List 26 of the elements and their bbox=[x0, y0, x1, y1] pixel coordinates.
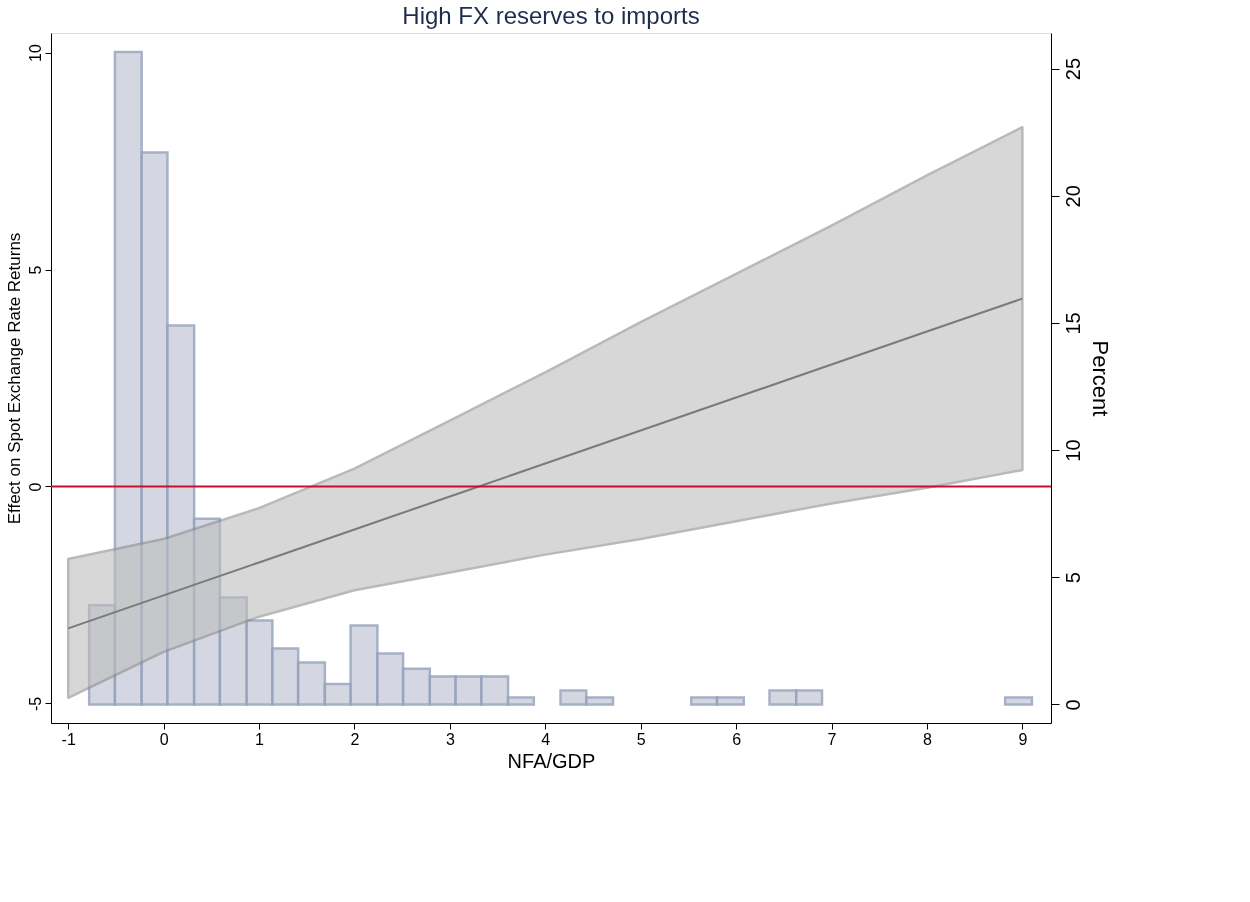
y2-axis-title: Percent bbox=[1087, 340, 1113, 417]
line-series bbox=[67, 297, 1024, 630]
x-axis-title: NFA/GDP bbox=[507, 749, 596, 772]
x-tick-label: 5 bbox=[636, 730, 646, 748]
y2-tick-label: 10 bbox=[1061, 439, 1084, 462]
x-tick-label: 4 bbox=[541, 730, 551, 748]
x-tick-label: 3 bbox=[445, 730, 455, 748]
x-tick-label: -1 bbox=[61, 730, 76, 748]
x-tick-label: 9 bbox=[1018, 730, 1028, 748]
y2-tick-label: 5 bbox=[1061, 572, 1084, 584]
y2-tick-label: 20 bbox=[1061, 185, 1084, 208]
chart-title: High FX reserves to imports bbox=[402, 2, 700, 29]
x-tick-label: 6 bbox=[732, 730, 742, 748]
x-tick-label: 8 bbox=[923, 730, 932, 748]
y2-tick-label: 25 bbox=[1061, 57, 1084, 81]
y-tick-label: -5 bbox=[26, 696, 44, 712]
x-tick-label: 7 bbox=[827, 730, 837, 748]
y-axis-title: Effect on Spot Exchange Rate Returns bbox=[4, 232, 24, 525]
x-tick-label: 2 bbox=[350, 730, 360, 748]
y-tick-label: 0 bbox=[26, 482, 44, 492]
y-tick-label: 5 bbox=[26, 265, 44, 275]
y2-tick-label: 0 bbox=[1061, 699, 1084, 711]
x-tick-label: 1 bbox=[255, 730, 265, 748]
y2-tick-label: 15 bbox=[1061, 312, 1084, 335]
x-tick-label: 0 bbox=[159, 730, 169, 748]
y-tick-label: 10 bbox=[26, 44, 44, 62]
